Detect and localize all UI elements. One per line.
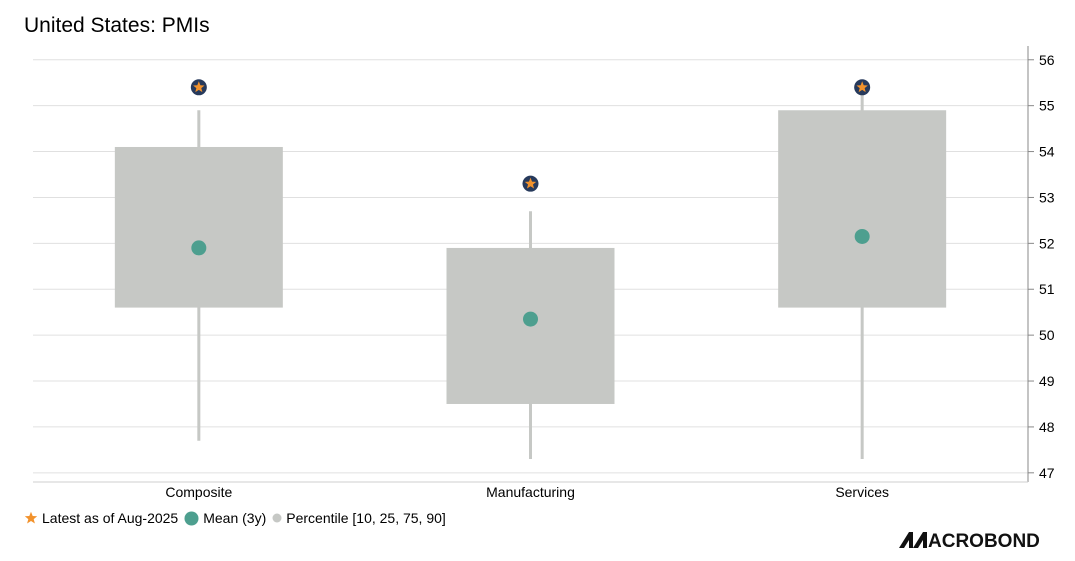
x-tick-label: Manufacturing (486, 484, 575, 500)
y-tick-label: 52 (1039, 235, 1055, 251)
star-icon (24, 511, 38, 524)
latest-star-services (856, 81, 868, 93)
y-tick-label: 51 (1039, 281, 1055, 297)
y-tick-label: 49 (1039, 373, 1055, 389)
y-axis: 47 48 49 50 51 52 53 54 55 56 (1027, 46, 1055, 482)
circle-icon (184, 511, 199, 525)
y-tick-label: 48 (1039, 419, 1055, 435)
box-services (778, 110, 947, 308)
mean-point-manufacturing (523, 311, 538, 327)
y-tick-label: 55 (1039, 98, 1055, 114)
x-tick-label: Composite (165, 484, 232, 500)
chart-title: United States: PMIs (24, 14, 210, 37)
logo-text: ACROBOND (928, 531, 1040, 550)
legend: Latest as of Aug-2025 Mean (3y) Percenti… (24, 510, 452, 526)
y-tick-label: 53 (1039, 189, 1055, 205)
latest-star-manufacturing (524, 177, 537, 189)
y-tick-label: 56 (1039, 52, 1055, 68)
legend-label-percentile: Percentile [10, 25, 75, 90] (286, 510, 446, 526)
macrobond-logo: ACROBOND (897, 528, 1057, 555)
legend-item-latest: Latest as of Aug-2025 (24, 510, 178, 526)
box-composite (114, 146, 283, 308)
mean-points (191, 228, 870, 327)
chart-plot: 47 48 49 50 51 52 53 54 55 56 Composite Manufactur… (33, 46, 1055, 500)
legend-item-mean: Mean (3y) (184, 510, 266, 526)
y-tick-label: 50 (1039, 327, 1055, 343)
legend-label-mean: Mean (3y) (203, 510, 267, 526)
latest-stars (190, 79, 871, 192)
mean-point-composite (191, 240, 207, 256)
y-tick-label: 47 (1039, 465, 1055, 481)
mean-point-services (854, 228, 870, 244)
x-axis: Composite Manufacturing Services (33, 481, 1028, 500)
legend-item-percentile: Percentile [10, 25, 75, 90] (272, 510, 446, 526)
x-tick-label: Services (835, 484, 889, 500)
hexagon-icon (272, 513, 282, 523)
legend-label-latest: Latest as of Aug-2025 (42, 510, 179, 526)
y-tick-label: 54 (1039, 144, 1055, 160)
boxes (114, 110, 947, 404)
latest-star-composite (193, 81, 205, 93)
